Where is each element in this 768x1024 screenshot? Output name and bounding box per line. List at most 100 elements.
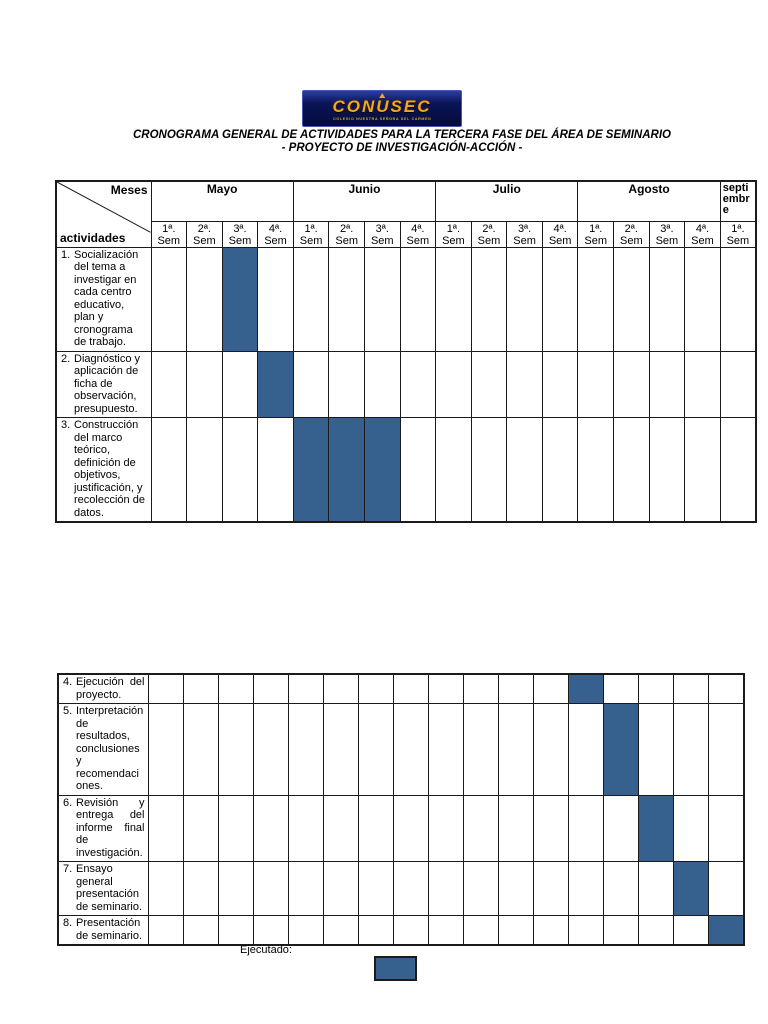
week-cell [435,246,472,352]
week-cell [719,417,757,523]
week-cell [292,246,330,352]
activity-text: Ejecución del proyecto. [76,676,145,701]
activity-row: 6. Revisión y entrega del informe final d… [57,794,745,862]
week-cell [533,861,570,916]
week-cell [708,673,745,704]
gantt-table-page2: 4. Ejecución del proyecto. 5. Interpretació… [57,673,745,946]
week-cell [673,703,710,796]
week-cell [147,673,184,704]
week-header-julio-4: 4ª. Sem [541,220,579,248]
month-header-septiembre: septiembre [719,180,757,222]
week-cell [328,350,365,418]
week-cell [252,861,289,916]
week-cell [252,673,289,704]
week-cell [182,794,219,862]
week-cell [673,794,710,862]
week-cell [638,673,675,704]
week-cell [541,350,579,418]
activity-cell: 6. Revisión y entrega del informe final d… [57,794,149,862]
activity-cell: 4. Ejecución del proyecto. [57,673,149,704]
week-cell [497,915,535,946]
week-cell [427,703,464,796]
week-cell [462,915,499,946]
week-cell [577,246,615,352]
week-cell [147,861,184,916]
week-cell [568,915,605,946]
week-cell [150,246,188,352]
week-cell [470,417,508,523]
document-title: CRONOGRAMA GENERAL DE ACTIVIDADES PARA L… [51,129,753,154]
week-cell [533,794,570,862]
week-header-agosto-2: 2ª. Sem [613,220,650,248]
week-cell [322,703,359,796]
week-cell [392,794,429,862]
title-line-1: CRONOGRAMA GENERAL DE ACTIVIDADES PARA L… [133,129,671,141]
week-cell [638,915,675,946]
month-header-agosto: Agosto [577,180,721,222]
week-cell [470,246,508,352]
activity-cell: 2. Diagnóstico y aplicación de ficha de o… [55,350,152,418]
week-cell [392,673,429,704]
week-cell [603,794,640,862]
week-header-mayo-1: 1ª. Sem [150,220,188,248]
activity-row: 8. Presentación de seminario. [57,915,745,946]
week-cell [533,673,570,704]
title-line-2: - PROYECTO DE INVESTIGACIÓN-ACCIÓN - [281,141,523,154]
week-cell [648,246,686,352]
week-cell [147,794,184,862]
week-cell [150,350,188,418]
corner-label-actividades: actividades [60,230,126,245]
week-cell [603,861,640,916]
week-header-mayo-4: 4ª. Sem [257,220,294,248]
week-cell [252,915,289,946]
activity-number: 3. [61,419,71,431]
week-header-julio-2: 2ª. Sem [470,220,508,248]
week-cell [186,246,223,352]
week-cell [638,861,675,916]
activity-row: 7. Ensayo general presentación de seminar… [57,861,745,916]
week-cell [182,703,219,796]
activity-number: 1. [61,248,71,261]
week-cell [462,861,499,916]
week-cell [648,350,686,418]
week-header-junio-4: 4ª. Sem [399,220,437,248]
week-cell [673,673,710,704]
week-cell [427,861,464,916]
week-cell [568,703,605,796]
week-header-agosto-3: 3ª. Sem [648,220,686,248]
week-cell [328,246,365,352]
week-cell [719,350,757,418]
activity-text: Construcción del marco teórico, definici… [74,419,145,519]
week-cell [541,417,579,523]
week-cell [462,673,499,704]
week-cell [357,794,394,862]
logo-caption: COLEGIO NUESTRA SEÑORA DEL CARMEN [332,116,432,121]
school-logo: CONUSEC COLEGIO NUESTRA SEÑORA DEL CARME… [302,90,462,127]
week-cell [533,703,570,796]
week-cell [147,703,184,796]
week-cell [603,673,640,704]
week-cell [541,246,579,352]
week-cell [603,915,640,946]
activity-row: 5. Interpretación de resultados, conclusi… [57,703,745,796]
month-header-junio: Junio [292,180,437,222]
week-cell [568,861,605,916]
legend-label: Ejecutado: [240,944,292,956]
activity-number: 8. [63,917,73,929]
week-cell [613,246,650,352]
week-cell [221,350,259,418]
week-cell [506,246,543,352]
week-cell [357,703,394,796]
week-cell [363,350,401,418]
week-cell [497,794,535,862]
week-cell [638,703,675,796]
activity-number: 4. [63,676,73,688]
week-header-julio-3: 3ª. Sem [506,220,543,248]
week-cell [462,794,499,862]
week-cell [217,915,254,946]
week-cell [470,350,508,418]
activity-text: Presentación de seminario. [76,917,143,942]
week-cell [322,861,359,916]
week-cell [399,246,437,352]
week-cell [708,794,745,862]
